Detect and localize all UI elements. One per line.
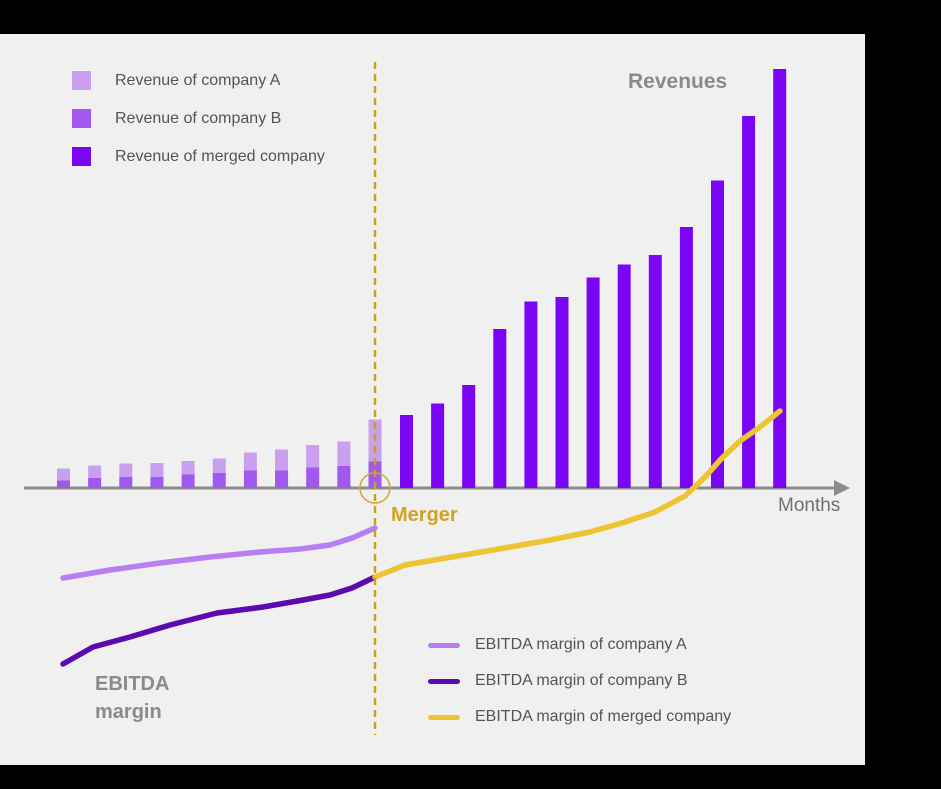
bar-post-merger-merged bbox=[555, 297, 569, 488]
ebitda-line-company-b bbox=[60, 574, 378, 667]
bar-post-merger-merged bbox=[742, 116, 756, 488]
bar-pre-merger-company-a bbox=[337, 441, 351, 466]
ebitda-line-company-a bbox=[60, 525, 378, 581]
chart-panel: Revenue of company A Revenue of company … bbox=[0, 34, 865, 765]
swatch-merged-company bbox=[72, 147, 91, 166]
bar-pre-merger-company-b bbox=[119, 477, 133, 488]
bar-post-merger-merged bbox=[617, 264, 631, 488]
ebitda-margin-label-line2: margin bbox=[95, 701, 162, 723]
revenues-title: Revenues bbox=[628, 70, 728, 93]
legend-ebitda-label-merged: EBITDA margin of merged company bbox=[475, 708, 732, 725]
x-axis-arrow-icon bbox=[834, 480, 850, 496]
bar-pre-merger-company-b bbox=[337, 466, 351, 488]
bar-post-merger-merged bbox=[524, 301, 538, 488]
bar-pre-merger-company-a bbox=[119, 463, 133, 477]
legend-ebitda-item-b: EBITDA margin of company B bbox=[428, 671, 731, 691]
line-swatch-company-b bbox=[428, 678, 460, 684]
legend-ebitda-item-merged: EBITDA margin of merged company bbox=[428, 707, 731, 727]
bar-pre-merger-company-b bbox=[57, 480, 70, 488]
bar-post-merger-merged bbox=[711, 180, 724, 488]
legend-revenue-label-a: Revenue of company A bbox=[115, 71, 281, 89]
bar-pre-merger-company-a bbox=[181, 461, 195, 475]
ebitda-margin-label-line1: EBITDA bbox=[95, 673, 170, 695]
bar-post-merger-merged bbox=[679, 227, 693, 488]
bar-pre-merger-company-b bbox=[306, 467, 320, 488]
legend-ebitda-label-a: EBITDA margin of company A bbox=[475, 636, 687, 653]
bar-post-merger-merged bbox=[400, 415, 413, 488]
line-swatch-company-a bbox=[428, 642, 460, 648]
months-axis-label: Months bbox=[778, 495, 841, 516]
bar-post-merger-merged bbox=[586, 277, 600, 488]
bar-post-merger-merged bbox=[773, 69, 787, 488]
bar-pre-merger-company-b bbox=[150, 477, 164, 488]
bar-pre-merger-company-b bbox=[243, 470, 257, 488]
bar-pre-merger-company-a bbox=[88, 465, 102, 478]
ebitda-margin-label: EBITDA margin bbox=[95, 670, 169, 726]
bar-pre-merger-company-a bbox=[57, 468, 70, 481]
bar-post-merger-merged bbox=[648, 255, 662, 488]
legend-ebitda-label-b: EBITDA margin of company B bbox=[475, 672, 688, 689]
bar-pre-merger-company-b bbox=[181, 474, 195, 488]
legend-revenue-label-merged: Revenue of merged company bbox=[115, 147, 325, 165]
legend-ebitda-item-a: EBITDA margin of company A bbox=[428, 635, 731, 655]
legend-revenue-label-b: Revenue of company B bbox=[115, 109, 282, 127]
legend-revenue: Revenue of company A Revenue of company … bbox=[72, 71, 325, 185]
bar-post-merger-merged bbox=[493, 329, 507, 488]
bar-pre-merger-company-a bbox=[150, 463, 164, 477]
legend-ebitda: EBITDA margin of company A EBITDA margin… bbox=[428, 635, 731, 743]
bar-pre-merger-company-a bbox=[275, 449, 289, 471]
chart-svg bbox=[24, 62, 850, 735]
merger-circle-icon bbox=[359, 472, 391, 504]
bar-pre-merger-company-b bbox=[88, 478, 102, 488]
merger-annotation-label: Merger bbox=[391, 504, 458, 526]
bar-pre-merger-company-a bbox=[243, 452, 257, 471]
legend-revenue-item-b: Revenue of company B bbox=[72, 109, 325, 128]
swatch-company-a bbox=[72, 71, 91, 90]
bar-pre-merger-company-a bbox=[212, 458, 226, 473]
legend-revenue-item-merged: Revenue of merged company bbox=[72, 147, 325, 166]
swatch-company-b bbox=[72, 109, 91, 128]
ebitda-line-merged bbox=[372, 408, 783, 580]
line-swatch-merged-company bbox=[428, 714, 460, 720]
bar-pre-merger-company-a bbox=[306, 445, 320, 468]
bar-post-merger-merged bbox=[462, 385, 476, 488]
legend-revenue-item-a: Revenue of company A bbox=[72, 71, 325, 90]
bar-pre-merger-company-b bbox=[275, 470, 289, 488]
bar-post-merger-merged bbox=[431, 403, 445, 488]
bar-pre-merger-company-b bbox=[212, 473, 226, 488]
